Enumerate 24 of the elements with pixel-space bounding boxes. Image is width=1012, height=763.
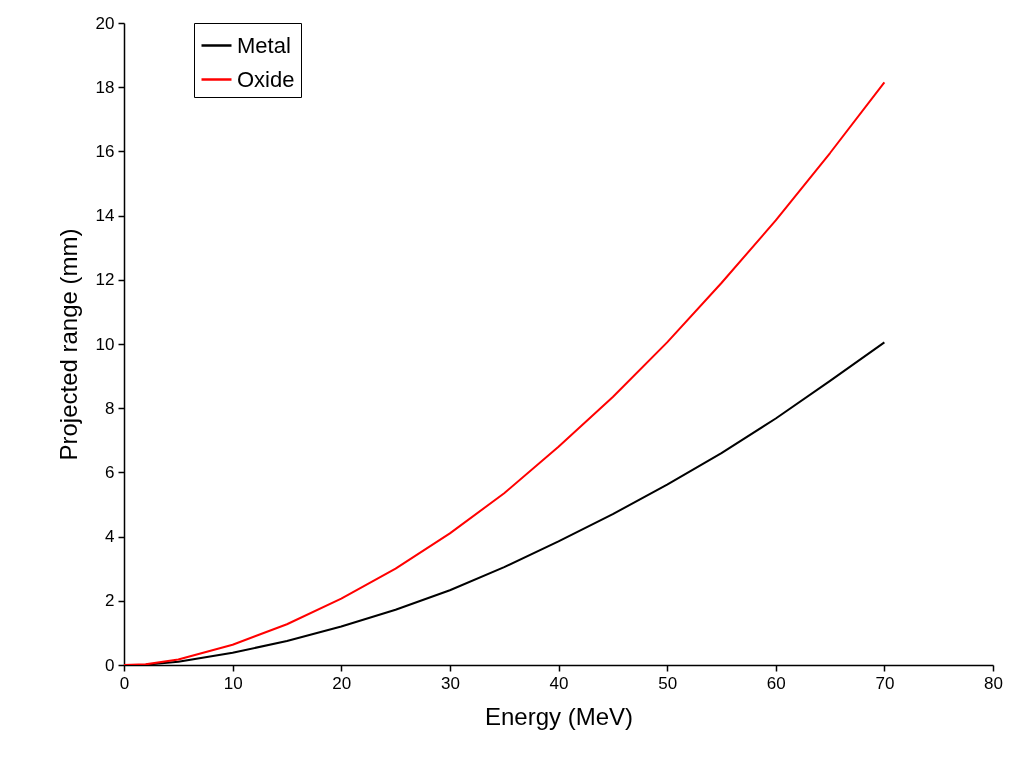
y-tick-label: 12 <box>95 270 115 290</box>
y-tick-label: 18 <box>95 77 115 97</box>
y-tick-label: 4 <box>105 527 115 547</box>
y-tick-label: 10 <box>95 334 115 354</box>
x-tick-label: 0 <box>119 673 130 693</box>
x-tick-label: 10 <box>223 673 243 693</box>
x-tick-label: 40 <box>549 673 569 693</box>
y-tick-label: 16 <box>95 141 115 161</box>
x-tick-label: 20 <box>332 673 352 693</box>
x-tick-label: 60 <box>766 673 786 693</box>
x-tick-label: 50 <box>658 673 678 693</box>
y-tick-label: 8 <box>105 398 115 418</box>
y-axis-title: Projected range (mm) <box>54 228 82 461</box>
y-tick-label: 0 <box>105 655 115 675</box>
x-tick-label: 80 <box>984 673 1003 693</box>
x-tick-label: 30 <box>440 673 460 693</box>
y-tick-label: 2 <box>105 591 115 611</box>
legend-label: Oxide <box>237 66 295 92</box>
x-tick-label: 70 <box>875 673 895 693</box>
y-tick-label: 6 <box>105 462 115 482</box>
x-axis-title: Energy (MeV) <box>484 702 634 730</box>
y-tick-label: 14 <box>95 206 115 226</box>
y-tick-label: 20 <box>95 13 115 33</box>
legend-label: Metal <box>237 32 291 58</box>
